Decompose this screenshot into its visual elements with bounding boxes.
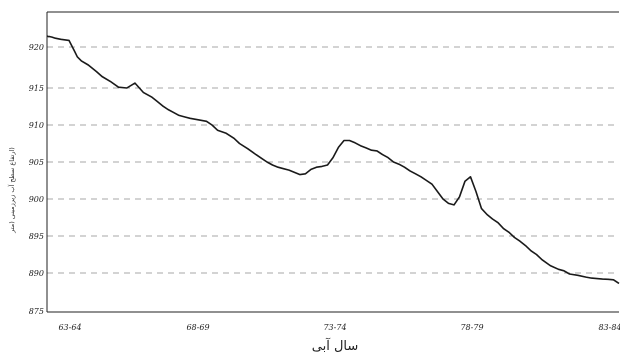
y-tick-label-905: 905 [29,158,44,167]
grid-lines [47,46,619,274]
y-axis-label: (ارتفاع سطح آب زیرزمینی (متر [7,147,16,234]
axes [46,11,619,313]
x-tick-label-68-69: 68-69 [186,323,209,332]
x-axis-label: سال آبی [312,337,359,354]
x-tick-label-73-74: 73-74 [323,323,346,332]
y-tick-labels: 875 890 895 900 905 910 915 920 [29,43,44,316]
x-tick-label-83-84: 83-84 [598,323,620,332]
y-tick-label-910: 910 [29,121,44,130]
y-tick-label-920: 920 [29,43,44,52]
y-tick-label-895: 895 [29,232,44,241]
y-tick-label-900: 900 [29,195,44,204]
series-line [46,35,620,285]
y-tick-label-915: 915 [29,84,44,93]
y-tick-label-875: 875 [29,307,44,316]
x-tick-labels: 63-64 68-69 73-74 78-79 83-84 [58,323,620,332]
y-tick-label-890: 890 [29,269,44,278]
x-tick-label-78-79: 78-79 [460,323,483,332]
x-tick-label-63-64: 63-64 [58,323,81,332]
